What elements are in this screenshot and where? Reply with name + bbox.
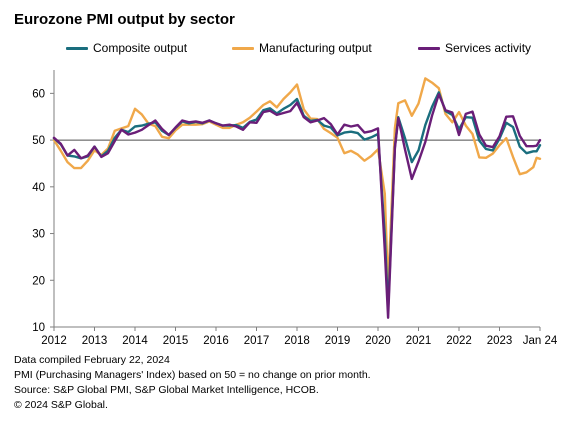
- legend-item-manufacturing: Manufacturing output: [232, 41, 372, 55]
- y-tick-label: 50: [32, 135, 45, 147]
- legend-label-services: Services activity: [445, 41, 532, 55]
- legend-item-services: Services activity: [418, 41, 531, 55]
- x-tick-label: 2015: [163, 335, 189, 347]
- x-tick-label: 2020: [365, 335, 391, 347]
- legend-swatch-services: [418, 46, 440, 50]
- note-compiled-date: Data compiled February 22, 2024: [14, 354, 170, 366]
- x-tick-label: Jan 24: [523, 335, 558, 347]
- y-tick-label: 20: [32, 275, 45, 287]
- manufacturing-output-line: [52, 77, 542, 291]
- legend-label-manufacturing: Manufacturing output: [259, 41, 372, 55]
- legend-label-composite: Composite output: [93, 41, 188, 55]
- x-tick-label: 2014: [122, 335, 148, 347]
- y-tick-label: 60: [32, 88, 45, 100]
- x-tick-label: 2017: [244, 335, 270, 347]
- chart-legend: Composite output Manufacturing output Se…: [0, 41, 569, 61]
- chart-title: Eurozone PMI output by sector: [14, 11, 235, 28]
- x-tick-label: 2013: [82, 335, 108, 347]
- services-activity-line: [52, 93, 542, 319]
- x-tick-label: 2021: [406, 335, 432, 347]
- x-tick-label: 2018: [284, 335, 310, 347]
- legend-swatch-manufacturing: [232, 46, 254, 50]
- note-source: Source: S&P Global PMI, S&P Global Marke…: [14, 384, 319, 396]
- composite-output-line: [52, 91, 542, 312]
- x-tick-label: 2019: [325, 335, 351, 347]
- x-tick-label: 2012: [41, 335, 67, 347]
- legend-item-composite: Composite output: [66, 41, 187, 55]
- note-pmi-definition: PMI (Purchasing Managers' Index) based o…: [14, 369, 371, 381]
- chart-notes: Data compiled February 22, 2024 PMI (Pur…: [14, 353, 371, 413]
- x-tick-label: 2023: [487, 335, 513, 347]
- x-tick-label: 2022: [446, 335, 472, 347]
- x-tick-label: 2016: [203, 335, 229, 347]
- note-copyright: © 2024 S&P Global.: [14, 399, 108, 411]
- y-tick-label: 10: [32, 322, 45, 334]
- y-tick-label: 40: [32, 182, 45, 194]
- y-tick-label: 30: [32, 229, 45, 241]
- legend-swatch-composite: [66, 46, 88, 50]
